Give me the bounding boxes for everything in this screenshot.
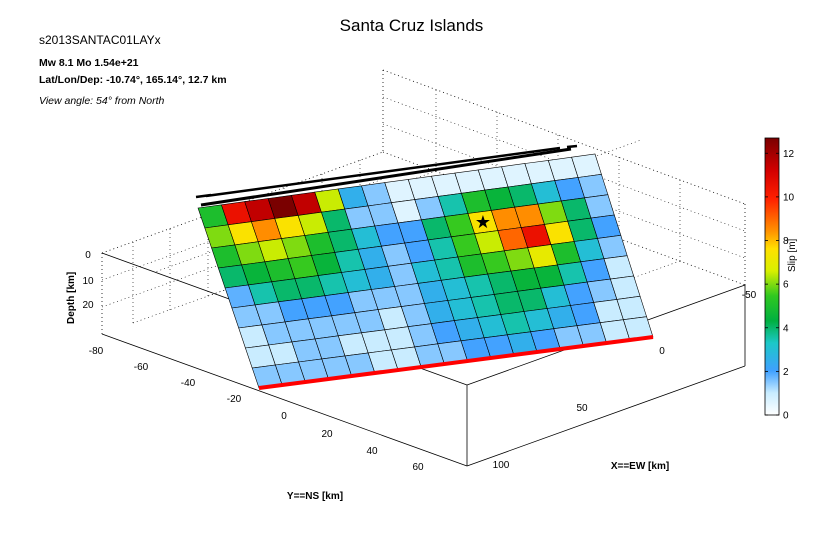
y-tick: -60 (134, 362, 149, 373)
depth-axis: 0 10 20 Depth [km] (66, 250, 94, 324)
y-tick: -40 (181, 378, 196, 389)
y-tick: -80 (89, 346, 104, 357)
colorbar-tick-label: 2 (783, 367, 789, 378)
model-name: s2013SANTAC01LAYx (39, 33, 161, 47)
x-axis: -50 0 50 100 X==EW [km] (493, 290, 757, 472)
colorbar-tick-label: 6 (783, 280, 789, 291)
colorbar-tick-label: 8 (783, 236, 789, 247)
x-tick: -50 (742, 290, 757, 301)
fault-slip-grid (197, 153, 654, 389)
colorbar-label: Slip [m] (787, 238, 798, 272)
y-axis: -80 -60 -40 -20 0 20 40 60 Y==NS [km] (89, 346, 424, 502)
colorbar-tick-label: 0 (783, 411, 789, 422)
x-tick: 100 (493, 460, 510, 471)
hypocenter-star: ★ (475, 212, 491, 232)
y-axis-label: Y==NS [km] (287, 491, 343, 502)
y-tick: 60 (412, 462, 424, 473)
y-tick: -20 (227, 394, 242, 405)
x-axis-label: X==EW [km] (611, 461, 669, 472)
depth-tick: 10 (82, 276, 94, 287)
magnitude-info: Mw 8.1 Mo 1.54e+21 (39, 57, 139, 69)
x-tick: 50 (576, 403, 588, 414)
y-tick: 20 (321, 429, 333, 440)
y-tick: 0 (281, 411, 287, 422)
colorbar-tick-label: 12 (783, 149, 795, 160)
depth-axis-label: Depth [km] (66, 272, 77, 324)
chart-title: Santa Cruz Islands (339, 16, 484, 35)
depth-tick: 20 (82, 300, 94, 311)
colorbar-tick-label: 10 (783, 192, 795, 203)
depth-tick: 0 (85, 250, 91, 261)
colorbar: 0 2 4 6 8 10 12 (764, 137, 795, 422)
location-info: Lat/Lon/Dep: -10.74°, 165.14°, 12.7 km (39, 74, 227, 86)
fault-bottom-edge (258, 335, 654, 390)
view-angle: View angle: 54° from North (39, 95, 165, 107)
colorbar-tick-label: 4 (783, 323, 789, 334)
x-tick: 0 (659, 346, 665, 357)
y-tick: 40 (366, 446, 378, 457)
fault-top-edge (195, 144, 578, 207)
colorbar-gradient (764, 137, 780, 416)
